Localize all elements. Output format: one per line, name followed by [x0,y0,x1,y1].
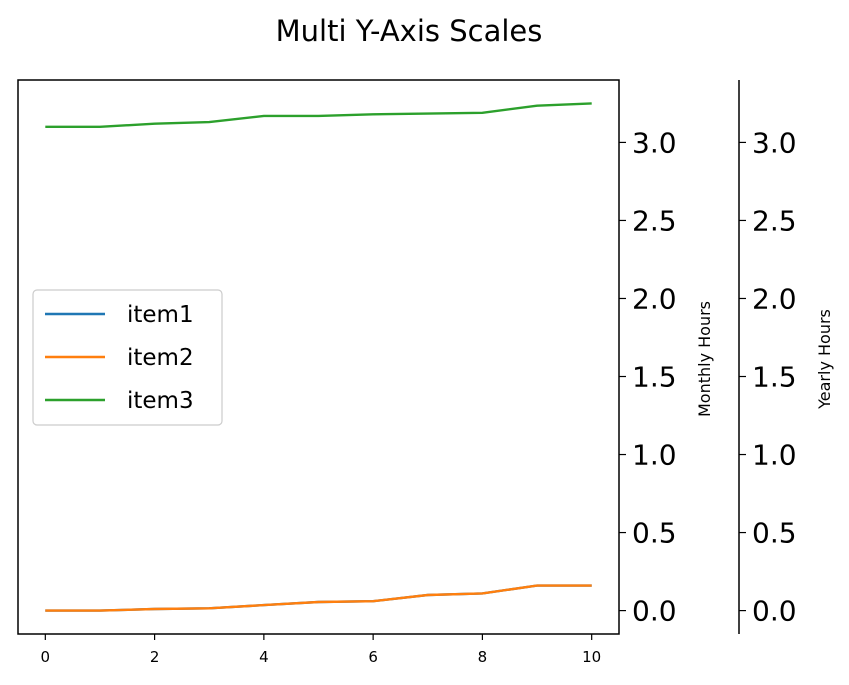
y2-axis-label: Yearly Hours [815,309,834,410]
y-tick-label: 0.0 [632,595,677,628]
legend: item1 item2 item3 [32,289,223,426]
chart-title: Multi Y-Axis Scales [276,14,543,48]
legend-label-item2: item2 [127,345,194,371]
x-tick-label: 0 [41,648,51,666]
plot-area [17,79,620,635]
y-tick-label: 1.5 [752,361,797,394]
legend-label-item3: item3 [127,388,194,414]
x-tick-label: 8 [478,648,488,666]
y-tick-label: 3.0 [632,126,677,159]
y-tick-label: 2.0 [632,282,677,315]
y-tick-label: 3.0 [752,126,797,159]
y-tick-label: 0.5 [752,517,797,550]
right-axis-yearly: 0.0 0.5 1.0 1.5 2.0 2.5 3.0 [739,126,797,628]
x-axis: 0 2 4 6 8 10 [41,634,601,666]
y-tick-label: 1.0 [632,439,677,472]
y1-axis-label: Monthly Hours [695,301,714,417]
y-tick-label: 2.0 [752,282,797,315]
x-tick-label: 10 [582,648,601,666]
y-tick-label: 0.5 [632,517,677,550]
series-line-item3 [45,102,592,129]
legend-label-item1: item1 [127,302,194,328]
x-tick-label: 6 [368,648,378,666]
y-tick-label: 0.0 [752,595,797,628]
y-tick-label: 1.0 [752,439,797,472]
legend-box [32,289,223,426]
x-tick-label: 2 [150,648,160,666]
y-tick-label: 1.5 [632,361,677,394]
y-tick-label: 2.5 [632,204,677,237]
series-line-item2 [45,584,592,612]
right-axis-monthly: 0.0 0.5 1.0 1.5 2.0 2.5 3.0 [619,126,677,628]
x-tick-label: 4 [259,648,269,666]
y-tick-label: 2.5 [752,204,797,237]
series-lines [45,102,592,612]
